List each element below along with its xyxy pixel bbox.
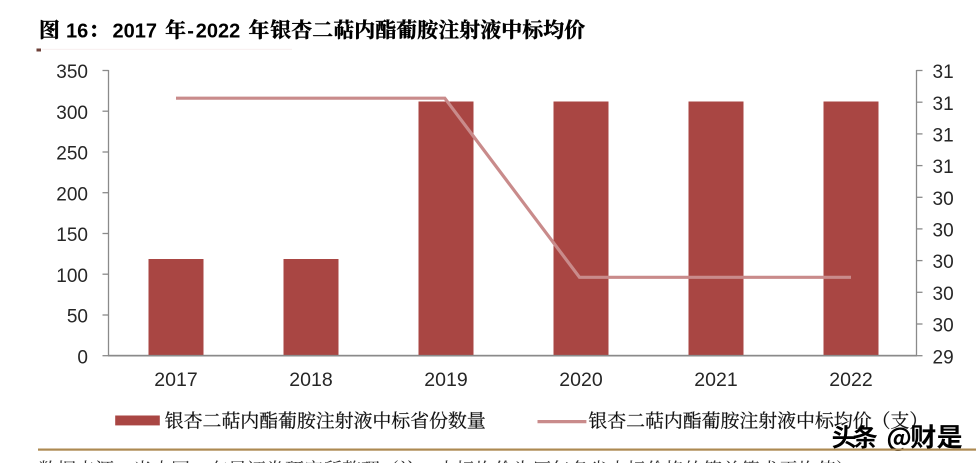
svg-text:16: 16 xyxy=(66,20,88,42)
svg-text:31: 31 xyxy=(933,157,954,178)
svg-text:2022: 2022 xyxy=(829,369,872,391)
svg-text:30: 30 xyxy=(933,316,954,337)
svg-text:2018: 2018 xyxy=(289,369,332,391)
svg-text:250: 250 xyxy=(56,144,88,165)
svg-text:30: 30 xyxy=(933,221,954,242)
svg-text:50: 50 xyxy=(67,307,88,328)
svg-text:200: 200 xyxy=(56,184,88,205)
svg-text:2017: 2017 xyxy=(113,20,158,42)
svg-text:2020: 2020 xyxy=(559,369,603,391)
svg-text:0: 0 xyxy=(77,347,88,368)
svg-text:31: 31 xyxy=(933,94,954,115)
svg-text:31: 31 xyxy=(933,62,954,83)
svg-text:150: 150 xyxy=(56,225,88,246)
svg-text:100: 100 xyxy=(56,266,88,287)
svg-text:2019: 2019 xyxy=(424,369,467,391)
svg-text:30: 30 xyxy=(933,189,954,210)
svg-text:350: 350 xyxy=(56,62,88,83)
svg-text:300: 300 xyxy=(56,103,88,124)
svg-text:31: 31 xyxy=(933,126,954,147)
svg-text:-: - xyxy=(187,20,194,42)
svg-text:2021: 2021 xyxy=(694,369,737,391)
svg-text:29: 29 xyxy=(933,347,954,368)
svg-text:2022: 2022 xyxy=(196,20,241,42)
svg-text:30: 30 xyxy=(933,252,954,273)
svg-text:30: 30 xyxy=(933,284,954,305)
svg-text:2017: 2017 xyxy=(154,369,197,391)
